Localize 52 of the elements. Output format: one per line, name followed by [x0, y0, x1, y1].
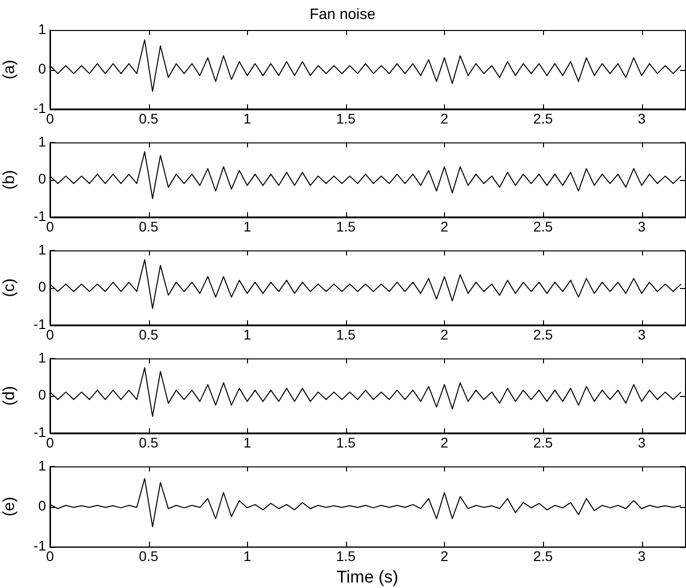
x-tick-label: 0.5 [138, 110, 159, 126]
y-tick-label: -1 [34, 424, 46, 440]
y-tick-label: 0 [38, 497, 46, 514]
y-tick-label: -1 [34, 208, 46, 224]
x-tick-label: 3 [638, 326, 646, 342]
x-tick-label: 1.5 [336, 110, 356, 126]
x-tick-label: 1 [243, 218, 252, 234]
x-tick-label: 3 [638, 218, 646, 234]
chart-title: Fan noise [310, 6, 376, 24]
y-tick-label: -1 [34, 538, 46, 554]
y-tick-label: 1 [38, 241, 46, 258]
x-tick-label: 1 [243, 326, 252, 342]
x-tick-label: 2 [440, 548, 449, 564]
x-tick-label: 2.5 [533, 434, 553, 450]
y-tick-label: 0 [38, 170, 46, 187]
x-tick-label: 2.5 [533, 548, 553, 564]
x-tick-label: 3 [638, 110, 646, 126]
x-tick-label: 0.5 [138, 434, 159, 450]
y-tick-label: 1 [38, 133, 46, 150]
x-tick-label: 1 [243, 110, 252, 126]
x-axis-title: Time (s) [336, 567, 398, 586]
x-tick-label: 0.5 [138, 326, 159, 342]
y-tick-label: 1 [38, 457, 46, 474]
y-tick-label: -1 [34, 100, 46, 116]
y-tick-label: 1 [38, 20, 46, 37]
y-axis-title: (c) [1, 278, 18, 298]
y-tick-label: 1 [38, 349, 46, 366]
x-tick-label: 0.5 [138, 218, 159, 234]
y-axis-title: (d) [1, 386, 18, 406]
x-tick-label: 1 [243, 548, 252, 564]
y-tick-label: -1 [34, 316, 46, 332]
y-tick-label: 0 [38, 386, 46, 403]
y-tick-label: 0 [38, 60, 46, 76]
x-tick-label: 1.5 [336, 548, 356, 564]
y-axis-title: (a) [1, 60, 18, 80]
x-tick-label: 2 [440, 110, 449, 126]
x-tick-label: 1.5 [336, 218, 356, 234]
x-tick-label: 1 [243, 434, 252, 450]
y-tick-label: 0 [38, 278, 46, 295]
x-tick-label: 2 [440, 434, 449, 450]
x-tick-label: 2.5 [533, 326, 553, 342]
x-tick-label: 2 [440, 218, 449, 234]
x-tick-label: 3 [638, 434, 646, 450]
x-tick-label: 2.5 [533, 110, 553, 126]
x-tick-label: 2.5 [533, 218, 553, 234]
y-axis-title: (e) [1, 496, 18, 516]
y-axis-title: (b) [1, 170, 18, 190]
x-tick-label: 1.5 [336, 326, 356, 342]
x-tick-label: 2 [440, 326, 449, 342]
x-tick-label: 3 [638, 548, 646, 564]
x-tick-label: 1.5 [336, 434, 356, 450]
x-tick-label: 0.5 [138, 548, 159, 564]
